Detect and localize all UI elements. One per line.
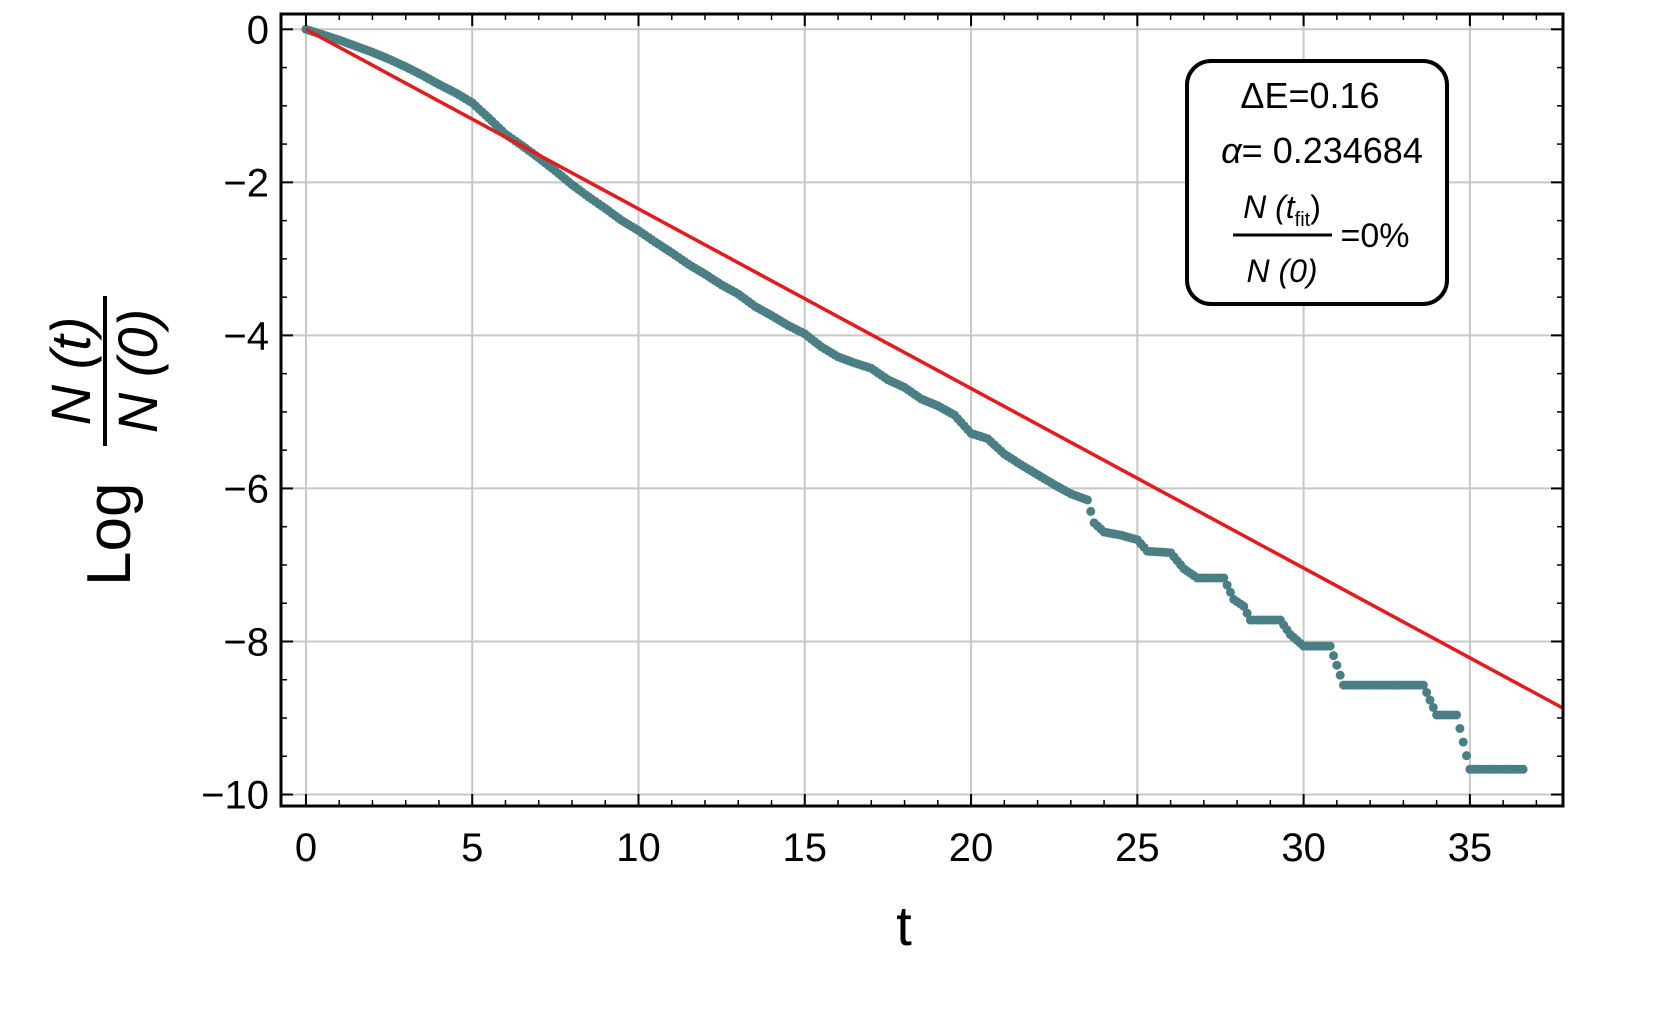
y-tick-label: −8 [223,620,269,664]
y-tick-label: −2 [223,161,269,205]
data-point [1082,495,1092,505]
data-point [1518,764,1528,774]
data-point-fill [1458,737,1468,747]
fit-annotation-box: ΔE=0.16 α= 0.234684 N (tfit) N (0) =0% [1185,59,1449,306]
data-points [301,24,1528,774]
data-point-fill [1225,587,1235,597]
x-tick-label: 10 [616,826,661,870]
data-point [1418,680,1428,690]
y-axis-title-prefix: Log [75,483,144,586]
x-tick-label: 5 [461,826,483,870]
x-tick-label: 30 [1281,826,1326,870]
fit-line [305,27,1564,710]
y-axis-title-denominator: N (0) [106,309,169,433]
data-point-fill [1242,608,1252,618]
y-tick-label: −6 [223,467,269,511]
fit-line-layer [305,27,1564,710]
data-point-fill [1222,580,1232,590]
data-point-fill [1329,651,1339,661]
x-tick-label: 25 [1115,826,1160,870]
annotation-fraction-value: =0% [1341,217,1410,255]
data-point [1239,601,1249,611]
tick-labels: 0 5 10 15 20 25 30 35 0 −2 −4 −6 −8 −10 [201,8,1492,870]
y-tick-label: −10 [201,774,269,818]
data-point-fill [1422,688,1432,698]
data-point-fill [1428,702,1438,712]
annotation-delta-e: ΔE=0.16 [1240,75,1379,116]
data-point-fill [1425,695,1435,705]
annotation-border [1185,59,1449,306]
data-point-fill [1455,724,1465,734]
x-axis-title: t [896,894,912,957]
annotation-fraction-denominator: N (0) [1246,253,1317,289]
annotation-alpha: α= 0.234684 [1221,130,1423,171]
data-point [1325,641,1335,651]
data-point [1219,573,1229,583]
y-axis-title-numerator: N (t) [39,317,102,426]
annotation-fraction-numerator: N (tfit) [1243,189,1321,231]
data-point-fill [1086,506,1096,516]
data-point-fill [1462,751,1472,761]
data-point [1332,660,1342,670]
x-tick-label: 15 [783,826,828,870]
x-tick-label: 35 [1448,826,1493,870]
x-tick-label: 20 [949,826,994,870]
data-point-fill [1335,670,1345,680]
y-axis-title: Log N (t) N (0) [39,296,169,586]
x-tick-label: 0 [295,826,317,870]
plot-frame [279,12,1565,808]
y-tick-label: −4 [223,314,269,358]
y-tick-label: 0 [247,8,269,52]
axis-ticks [281,14,1563,806]
data-point [1452,710,1462,720]
